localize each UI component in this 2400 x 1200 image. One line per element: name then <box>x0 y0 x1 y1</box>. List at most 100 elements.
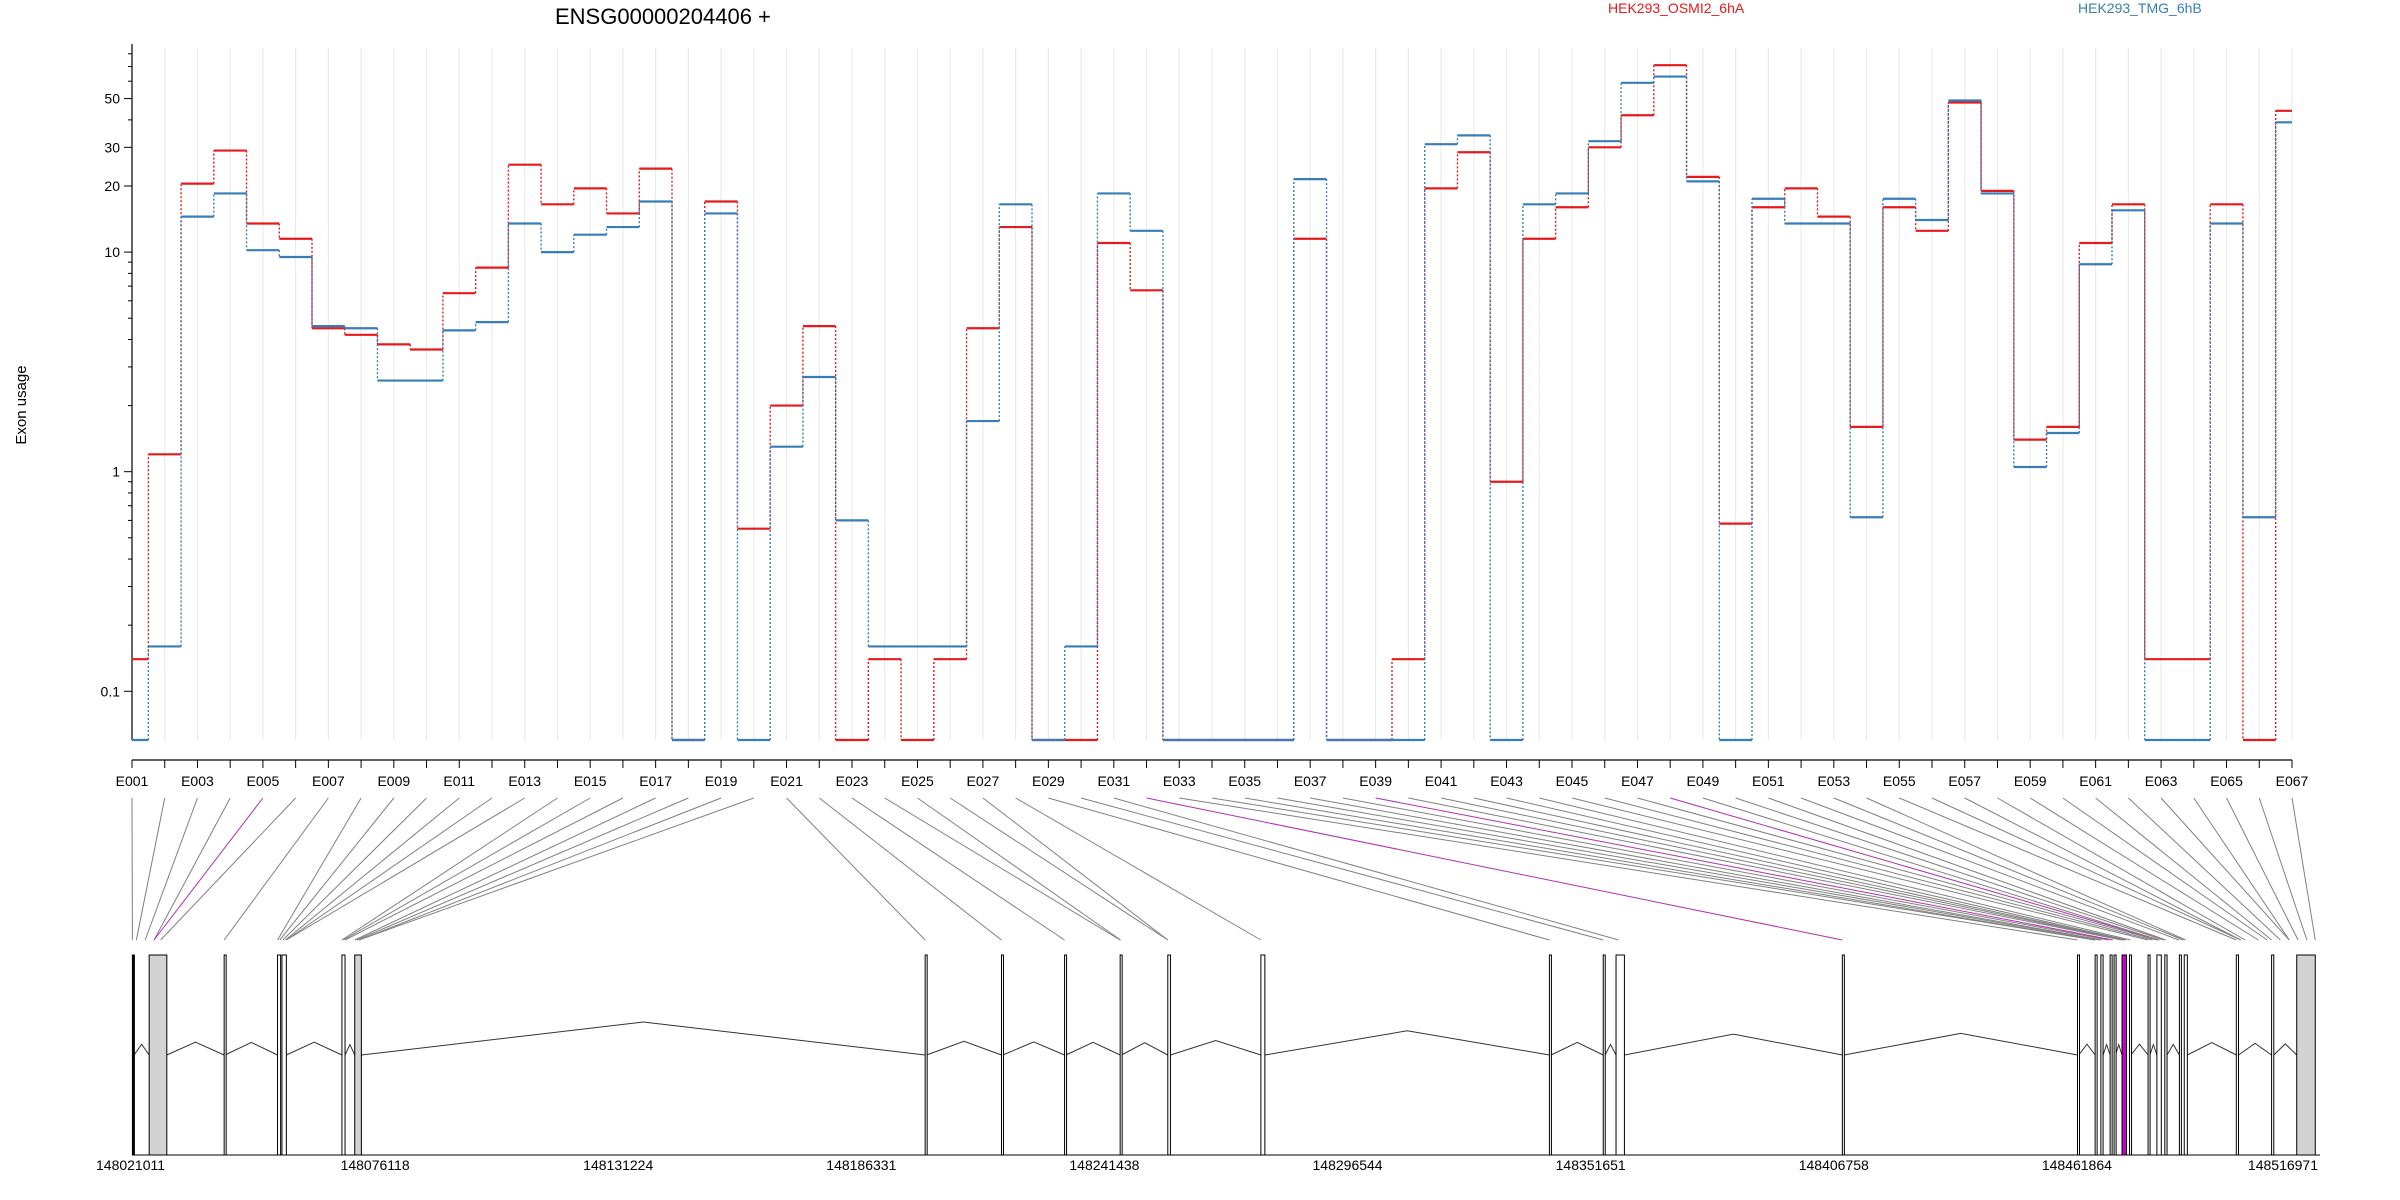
exon-label: E017 <box>639 773 672 789</box>
exon-label: E047 <box>1621 773 1654 789</box>
coordinate-label: 148131224 <box>583 1157 653 1173</box>
intron-line <box>926 1040 1002 1056</box>
intron-line <box>2187 1041 2237 1056</box>
exon-box <box>2183 954 2188 1156</box>
connector-line <box>1571 797 2149 941</box>
connector-line <box>277 797 362 941</box>
exon-label: E005 <box>247 773 280 789</box>
exon-label: E041 <box>1425 773 1458 789</box>
exon-box <box>1841 954 1845 1156</box>
exon-box <box>281 954 287 1156</box>
connector-line <box>285 797 460 941</box>
exon-label: E029 <box>1032 773 1065 789</box>
exon-box <box>223 954 227 1156</box>
exon-box <box>2147 954 2151 1156</box>
exon-box <box>1615 954 1625 1156</box>
exon-box <box>2235 954 2240 1156</box>
connector-line <box>1637 797 2158 941</box>
connector-line <box>1702 797 2160 941</box>
connector-line <box>1670 797 2160 941</box>
coordinate-label: 148076118 <box>341 1157 410 1173</box>
connector-line <box>1768 797 2166 941</box>
intron-line <box>1604 1043 1617 1056</box>
legend-entry-series-2: HEK293_TMG_6hB <box>2078 0 2202 16</box>
intron-line <box>286 1041 343 1056</box>
connector-line <box>1473 797 2124 941</box>
exon-label: E055 <box>1883 773 1916 789</box>
connector-line <box>2193 797 2290 941</box>
connector-line <box>1244 797 2096 941</box>
connector-line <box>1866 797 2186 941</box>
intron-line <box>2166 1043 2180 1056</box>
exon-label: E065 <box>2210 773 2243 789</box>
connector-line <box>160 797 296 941</box>
connector-line <box>1048 797 1550 941</box>
exon-label: E019 <box>705 773 738 789</box>
coordinate-label: 148406758 <box>1799 1157 1869 1173</box>
exon-label: E039 <box>1359 773 1392 789</box>
exon-box <box>1260 954 1266 1156</box>
y-tick-label: 30 <box>104 139 120 155</box>
exon-box <box>2121 954 2127 1156</box>
connector-line <box>1277 797 2100 941</box>
intron-line <box>2078 1043 2096 1056</box>
exon-box <box>277 954 282 1156</box>
exon-box <box>2164 954 2168 1156</box>
exon-label: E053 <box>1817 773 1850 789</box>
intron-line <box>1844 1032 2078 1056</box>
coordinate-label: 148021011 <box>96 1157 165 1173</box>
exon-box <box>1548 954 1552 1156</box>
exon-box <box>1602 954 1606 1156</box>
intron-line <box>1121 1042 1169 1056</box>
connector-line <box>282 797 427 941</box>
exon-label: E003 <box>181 773 214 789</box>
connector-line <box>344 797 624 941</box>
connector-line <box>1506 797 2127 941</box>
connector-line <box>1408 797 2122 941</box>
intron-line <box>2130 1043 2149 1056</box>
connector-line <box>223 797 329 941</box>
connector-line <box>982 797 1169 941</box>
exon-label: E067 <box>2276 773 2309 789</box>
exon-label: E063 <box>2145 773 2178 789</box>
y-tick-label: 10 <box>104 244 120 260</box>
exon-connector-lines <box>131 797 2316 941</box>
series-2 <box>132 75 2292 742</box>
y-axis-label: Exon usage <box>13 365 30 444</box>
connector-line <box>2291 797 2316 941</box>
intron-line <box>361 1021 926 1056</box>
connector-line <box>358 797 754 941</box>
connector-line <box>286 797 525 941</box>
connector-line <box>1800 797 2180 941</box>
connector-line <box>949 797 1169 941</box>
exon-label: E013 <box>508 773 541 789</box>
connector-line <box>153 797 264 941</box>
exon-label: E031 <box>1097 773 1130 789</box>
coordinate-label: 148516971 <box>2248 1157 2318 1173</box>
intron-line <box>1065 1041 1121 1056</box>
intron-line <box>1624 1033 1843 1056</box>
exon-label: E057 <box>1948 773 1981 789</box>
connector-line <box>2029 797 2259 941</box>
exon-label: E011 <box>443 773 475 789</box>
exon-box <box>2094 954 2098 1156</box>
intron-line <box>224 1041 278 1056</box>
connector-line <box>354 797 656 941</box>
intron-line <box>2102 1043 2111 1056</box>
connector-line <box>153 797 231 941</box>
exon-box <box>2113 954 2117 1156</box>
connector-line <box>2258 797 2308 941</box>
coordinate-label: 148296544 <box>1313 1157 1383 1173</box>
intron-line <box>344 1043 356 1056</box>
exon-label: E023 <box>836 773 869 789</box>
connector-line <box>358 797 722 941</box>
connector-line <box>1604 797 2153 941</box>
connector-line <box>1375 797 2113 941</box>
legend-entry-series-1: HEK293_OSMI2_6hA <box>1608 0 1745 16</box>
connector-line <box>1080 797 1604 941</box>
intron-line <box>2273 1043 2298 1056</box>
exon-box <box>341 954 346 1156</box>
connector-line <box>2226 797 2299 941</box>
exon-box <box>1000 954 1004 1156</box>
exon-box <box>148 954 168 1156</box>
